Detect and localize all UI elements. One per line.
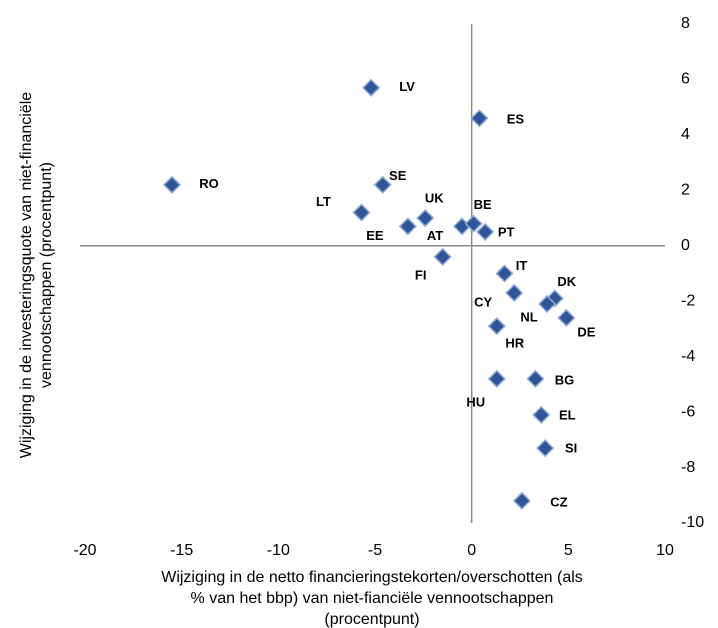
y-tick-label: -4 bbox=[681, 348, 695, 365]
point bbox=[495, 264, 514, 283]
point-label: RO bbox=[199, 176, 219, 191]
y-tick-label: 8 bbox=[681, 15, 690, 32]
y-tick-label: 6 bbox=[681, 71, 690, 88]
point bbox=[487, 369, 506, 388]
point-label: HU bbox=[466, 394, 485, 409]
point-label: IT bbox=[516, 258, 528, 273]
x-tick-label: -10 bbox=[267, 542, 290, 559]
point-label: FI bbox=[415, 267, 427, 282]
point-label: DE bbox=[577, 324, 595, 339]
x-axis-title: % van het bbp) van niet-fianciële vennoo… bbox=[191, 590, 554, 607]
point-label: LV bbox=[399, 79, 415, 94]
point bbox=[433, 247, 452, 266]
point-label: EE bbox=[366, 228, 384, 243]
point-label: CY bbox=[474, 294, 492, 309]
point-label: EL bbox=[559, 407, 576, 422]
point-label: BE bbox=[474, 197, 492, 212]
point bbox=[416, 208, 435, 228]
point-label: LT bbox=[316, 194, 331, 209]
y-tick-label: -6 bbox=[681, 403, 695, 420]
y-tick-label: -8 bbox=[681, 459, 695, 476]
point-label: SE bbox=[389, 168, 407, 183]
y-axis-title: vennootschappen (procentpunt) bbox=[38, 162, 55, 388]
point bbox=[532, 405, 551, 424]
y-axis-title: Wijziging in de investeringsquote van ni… bbox=[18, 92, 35, 459]
point bbox=[464, 214, 483, 233]
point-label: UK bbox=[425, 190, 444, 205]
point bbox=[162, 175, 182, 194]
y-tick-label: 2 bbox=[681, 182, 690, 199]
point-label: HR bbox=[505, 336, 524, 351]
x-tick-label: -15 bbox=[170, 542, 193, 559]
point bbox=[487, 317, 506, 336]
point-label: PT bbox=[498, 224, 515, 239]
y-tick-label: 4 bbox=[681, 126, 690, 143]
point bbox=[373, 175, 392, 194]
x-tick-label: -20 bbox=[73, 542, 96, 559]
x-tick-label: 10 bbox=[656, 542, 674, 559]
point bbox=[470, 109, 489, 128]
point-label: BG bbox=[555, 372, 575, 387]
point bbox=[536, 439, 555, 458]
x-tick-label: 5 bbox=[564, 542, 573, 559]
point bbox=[352, 203, 371, 222]
point-label: NL bbox=[520, 309, 537, 324]
x-tick-label: -5 bbox=[368, 542, 382, 559]
x-axis-title: Wijziging in de netto financieringstekor… bbox=[161, 569, 583, 586]
y-tick-label: 0 bbox=[681, 237, 690, 254]
point bbox=[362, 78, 381, 97]
y-tick-label: -2 bbox=[681, 292, 695, 309]
point-label: ES bbox=[507, 112, 525, 127]
x-tick-label: 0 bbox=[467, 542, 476, 559]
point bbox=[538, 294, 557, 314]
point bbox=[398, 217, 417, 236]
x-axis-title: (procentpunt) bbox=[324, 611, 419, 628]
point bbox=[476, 222, 495, 241]
point bbox=[505, 283, 524, 302]
y-tick-label: -10 bbox=[681, 514, 704, 531]
point bbox=[526, 369, 545, 388]
point-label: SI bbox=[565, 441, 577, 456]
point-label: DK bbox=[557, 274, 576, 289]
point bbox=[512, 491, 531, 510]
point-label: CZ bbox=[550, 494, 567, 509]
point-label: AT bbox=[427, 228, 443, 243]
point bbox=[557, 308, 576, 327]
